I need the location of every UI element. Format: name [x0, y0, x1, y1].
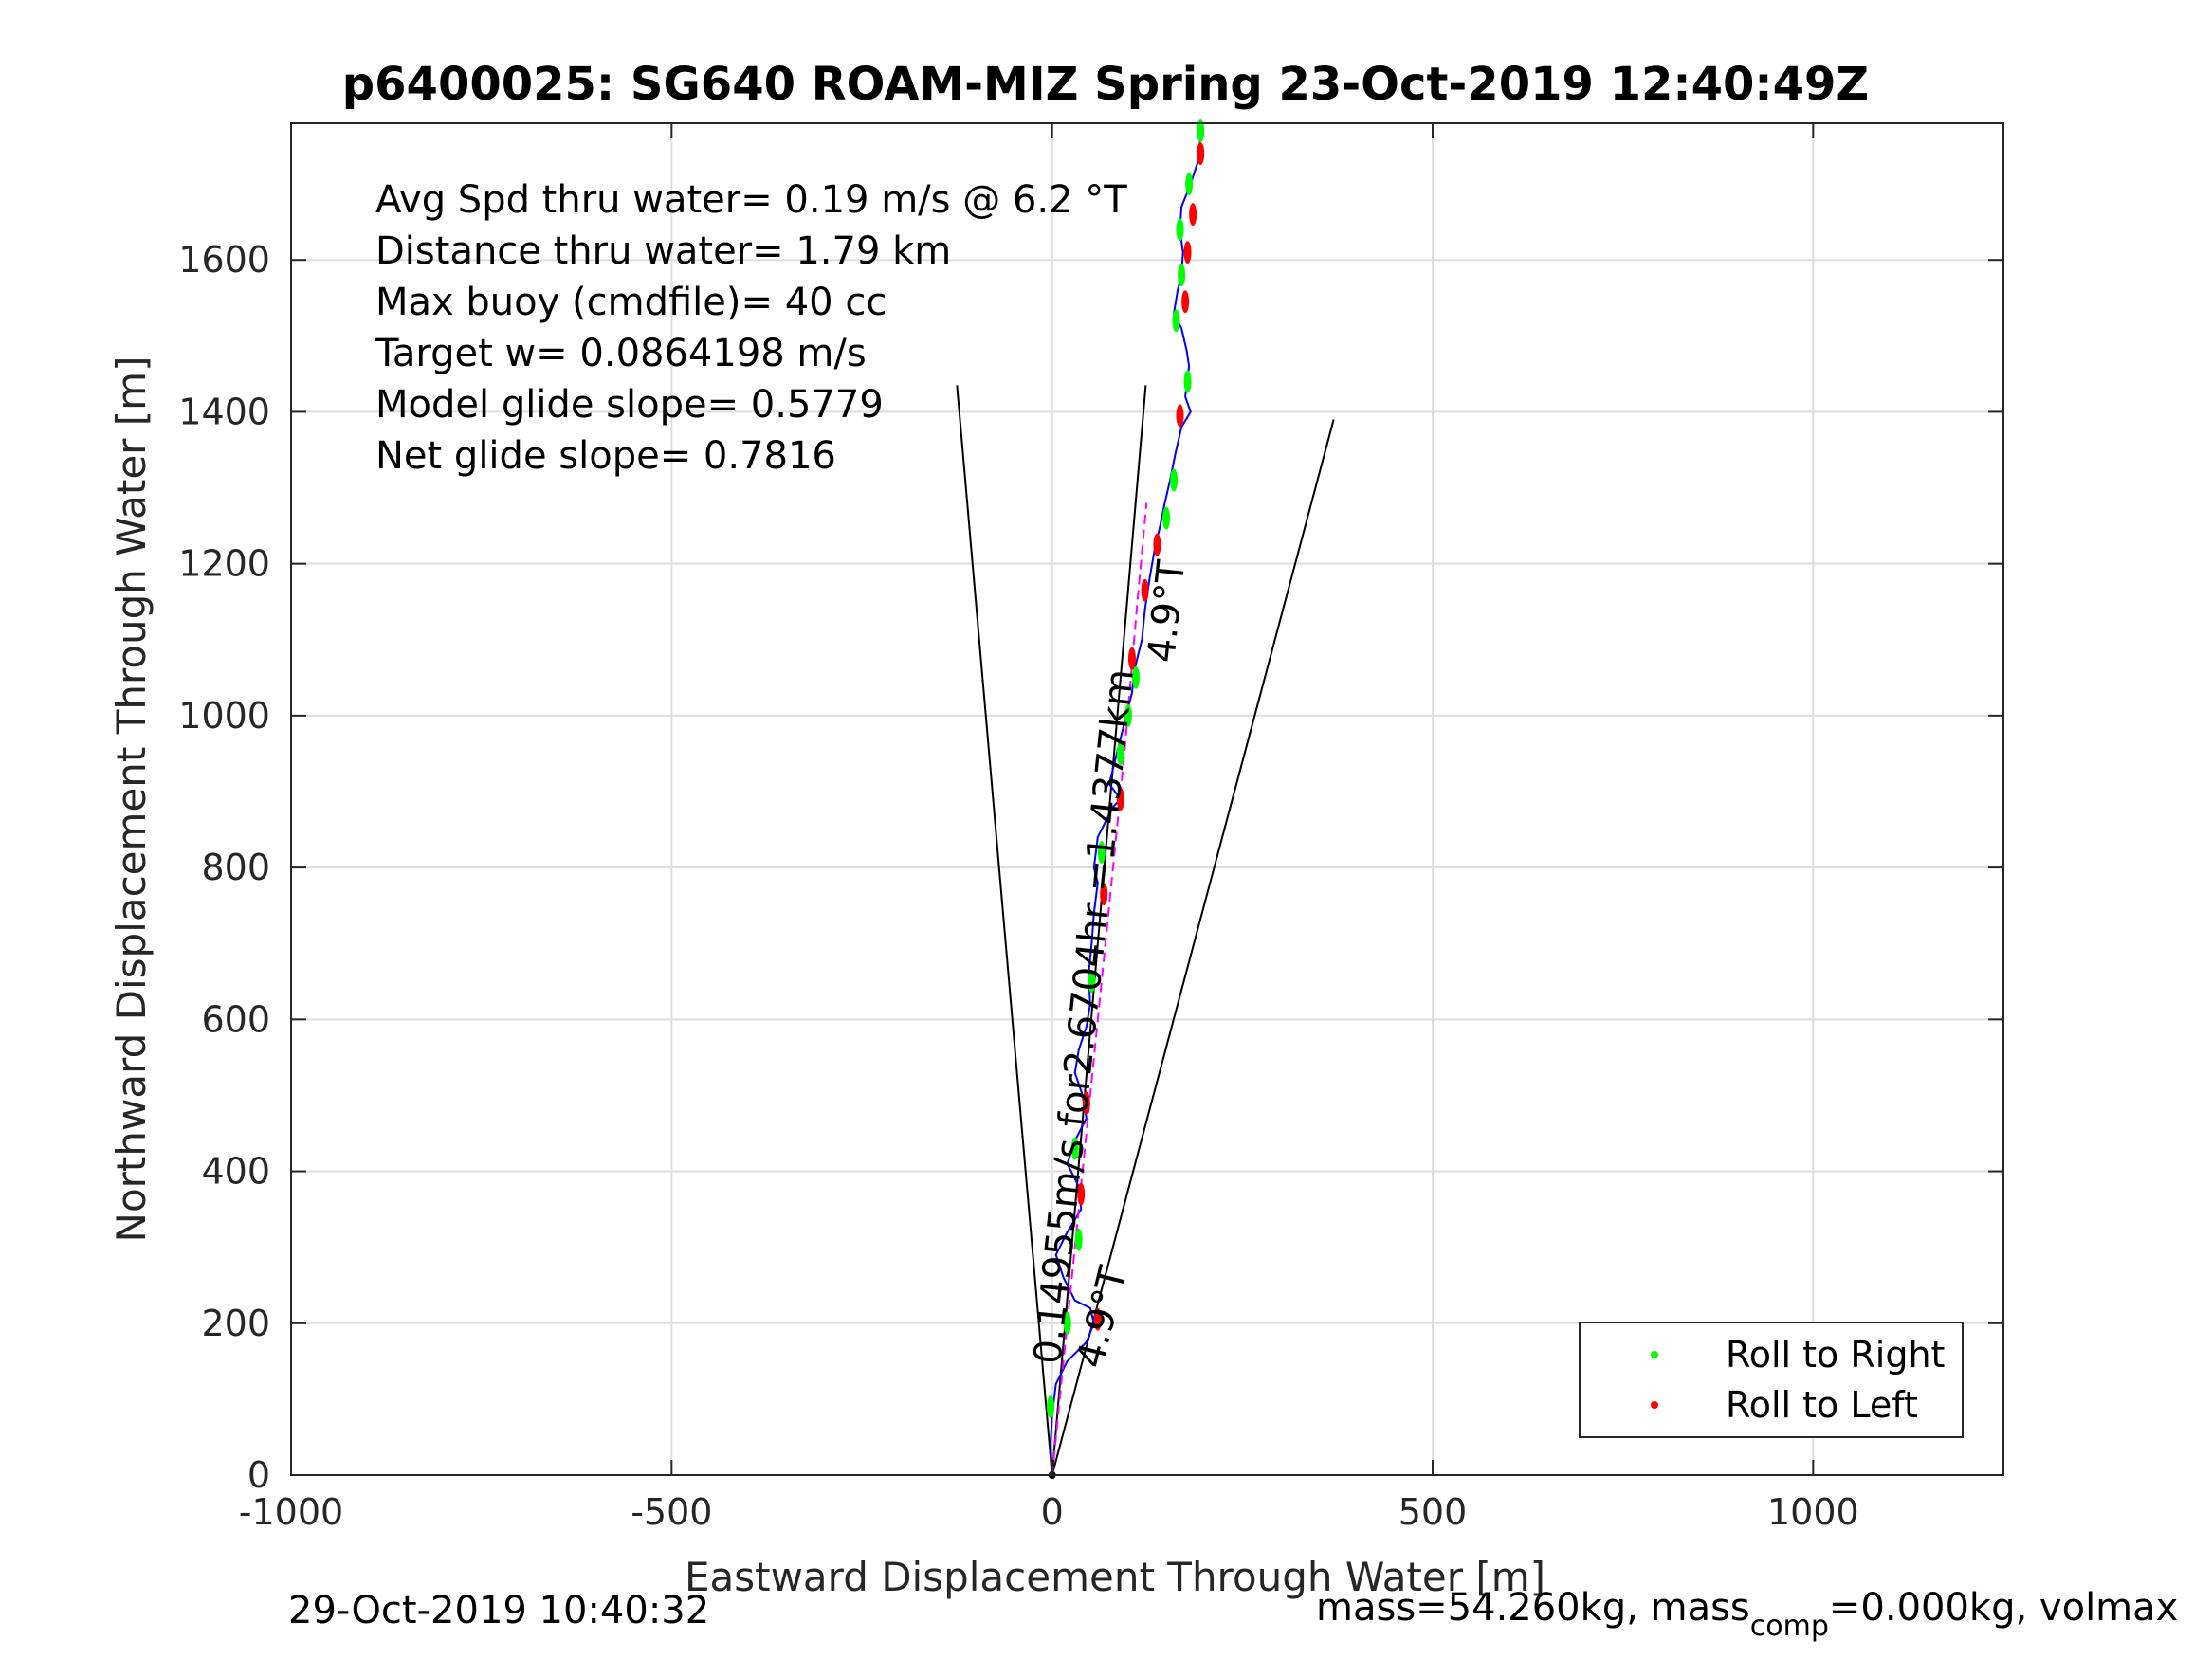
y-tick-label: 200 — [201, 1303, 270, 1344]
stat-avg-speed: Avg Spd thru water= 0.19 m/s @ 6.2 °T — [375, 178, 1127, 222]
legend-label-roll-left: Roll to Left — [1726, 1384, 1918, 1426]
stats-block: Avg Spd thru water= 0.19 m/s @ 6.2 °T Di… — [375, 178, 1127, 478]
footer-timestamp: 29-Oct-2019 10:40:32 — [288, 1589, 709, 1632]
y-tick-label: 600 — [201, 998, 270, 1040]
legend: Roll to Right Roll to Left — [1579, 1322, 1964, 1438]
roll-left-point — [1176, 404, 1184, 428]
legend-marker-roll-left — [1651, 1401, 1658, 1409]
roll-left-point — [1189, 203, 1197, 227]
roll-markers — [1047, 119, 1205, 1479]
y-tick-label: 0 — [247, 1454, 270, 1496]
roll-right-point — [1116, 741, 1124, 765]
roll-left-point — [1093, 1307, 1102, 1331]
roll-right-point — [1124, 703, 1132, 727]
roll-right-point — [1183, 370, 1192, 393]
legend-box — [1579, 1322, 1964, 1438]
stat-distance: Distance thru water= 1.79 km — [375, 229, 951, 273]
x-axis-label: Eastward Displacement Through Water [m] — [685, 1554, 1545, 1600]
footer-mass-part1: mass=54.260kg, mass — [1316, 1586, 1750, 1630]
roll-left-point — [1181, 290, 1190, 314]
cone-line-right — [1051, 419, 1335, 1476]
x-tick-label: 500 — [1398, 1491, 1468, 1533]
roll-right-point — [1047, 1395, 1055, 1418]
x-tick-label: 0 — [1041, 1491, 1064, 1533]
roll-left-point — [1077, 1182, 1086, 1206]
roll-left-point — [1100, 883, 1108, 906]
roll-right-point — [1063, 1311, 1071, 1335]
heading-label-far: 4.9°T — [1140, 557, 1194, 665]
y-tick-label: 1400 — [178, 391, 270, 432]
track-line — [1050, 124, 1202, 1476]
axis-ticks: -1000 -500 0 500 1000 0 200 400 600 800 1000 1200 14… — [178, 123, 2003, 1533]
roll-right-point — [1074, 1228, 1083, 1251]
footer-mass-subscript: comp — [1750, 1610, 1829, 1643]
y-axis-label: Northward Displacement Through Water [m] — [108, 356, 155, 1243]
dashed-path-line — [1051, 502, 1148, 1476]
chart-title: p6400025: SG640 ROAM-MIZ Spring 23-Oct-2… — [342, 58, 1869, 111]
tracks — [1050, 124, 1202, 1476]
roll-right-point — [1197, 119, 1205, 143]
y-tick-label: 800 — [201, 847, 270, 888]
y-tick-label: 1000 — [178, 695, 270, 737]
roll-left-point — [1082, 1091, 1090, 1115]
y-tick-label: 400 — [201, 1151, 270, 1193]
roll-right-point — [1088, 970, 1096, 994]
footer-mass-part2: =0.000kg, volmax — [1829, 1586, 2178, 1630]
roll-left-point — [1141, 578, 1149, 602]
cone-line-left — [956, 385, 1053, 1476]
x-tick-label: 1000 — [1767, 1491, 1859, 1533]
roll-right-point — [1185, 173, 1194, 196]
roll-left-point — [1116, 788, 1124, 811]
x-tick-label: -500 — [631, 1491, 712, 1533]
y-tick-label: 1600 — [178, 239, 270, 281]
roll-right-point — [1162, 506, 1171, 530]
roll-left-point — [1127, 647, 1136, 670]
roll-right-point — [1172, 309, 1180, 333]
stat-net-glide: Net glide slope= 0.7816 — [375, 434, 836, 478]
roll-right-point — [1070, 1137, 1079, 1160]
stat-model-glide: Model glide slope= 0.5779 — [375, 383, 884, 427]
roll-right-point — [1178, 264, 1186, 287]
legend-marker-roll-right — [1651, 1351, 1658, 1358]
footer-mass: mass=54.260kg, masscomp=0.000kg, volmax — [1316, 1586, 2178, 1643]
plot-frame — [290, 122, 2004, 1476]
roll-right-point — [1131, 665, 1140, 689]
stat-max-buoy: Max buoy (cmdfile)= 40 cc — [375, 281, 887, 324]
roll-right-point — [1176, 218, 1184, 242]
stat-target-w: Target w= 0.0864198 m/s — [375, 332, 867, 375]
grid — [290, 123, 2003, 1476]
roll-left-point — [1197, 142, 1205, 166]
roll-left-point — [1153, 533, 1161, 556]
roll-right-point — [1097, 841, 1106, 865]
y-tick-label: 1200 — [178, 543, 270, 585]
roll-left-point — [1183, 241, 1192, 264]
roll-right-point — [1170, 468, 1179, 492]
cone-line-mid — [1051, 385, 1147, 1476]
cone-lines — [956, 385, 1335, 1476]
x-tick-label: -1000 — [239, 1491, 343, 1533]
legend-label-roll-right: Roll to Right — [1726, 1334, 1945, 1376]
